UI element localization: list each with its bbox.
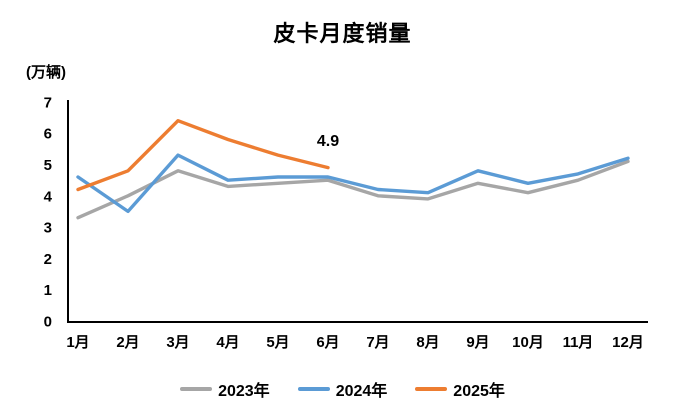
legend-item-2023: 2023年 [180,377,270,401]
series-line-2025年 [76,118,330,192]
x-axis-month-label: 6月 [316,334,339,351]
x-axis-month-label: 10月 [512,334,544,351]
x-axis-month-label: 4月 [216,334,239,351]
legend-item-2024: 2024年 [297,377,388,401]
legend-swatch-2023 [180,387,213,391]
y-axis-unit-label: (万辆) [26,64,66,81]
legend-item-2025: 2025年 [415,377,505,401]
x-axis-month-label: 12月 [612,334,644,351]
data-label-annotation: 4.9 [316,133,340,150]
legend: 2023年 2024年 2025年 [0,377,685,401]
series-line-2023年 [76,159,630,220]
y-axis-tick-label: 3 [44,220,52,237]
y-axis-tick-label: 7 [44,94,52,111]
x-axis-month-label: 2月 [116,334,139,351]
x-axis-month-label: 1月 [66,334,89,351]
y-axis-tick-label: 2 [44,251,52,268]
legend-label-2023: 2023年 [218,383,270,400]
x-axis-month-label: 7月 [366,334,389,351]
legend-label-2025: 2025年 [453,383,505,400]
x-axis-month-label: 3月 [166,334,189,351]
y-axis-tick-label: 1 [44,282,52,299]
x-axis-month-label: 8月 [416,334,439,351]
y-axis-tick-label: 6 [44,126,52,143]
x-axis-month-label: 11月 [563,334,594,351]
series-line-2024年 [76,153,630,214]
y-axis-tick-label: 5 [44,157,52,174]
y-axis-tick-label: 4 [44,188,53,205]
x-axis-month-label: 5月 [266,334,289,351]
legend-swatch-2025 [415,387,448,391]
legend-swatch-2024 [297,387,330,391]
chart-title: 皮卡月度销量 [273,21,412,46]
legend-label-2024: 2024年 [335,383,388,400]
x-axis-month-label: 9月 [466,334,489,351]
y-axis-tick-label: 0 [44,314,52,331]
